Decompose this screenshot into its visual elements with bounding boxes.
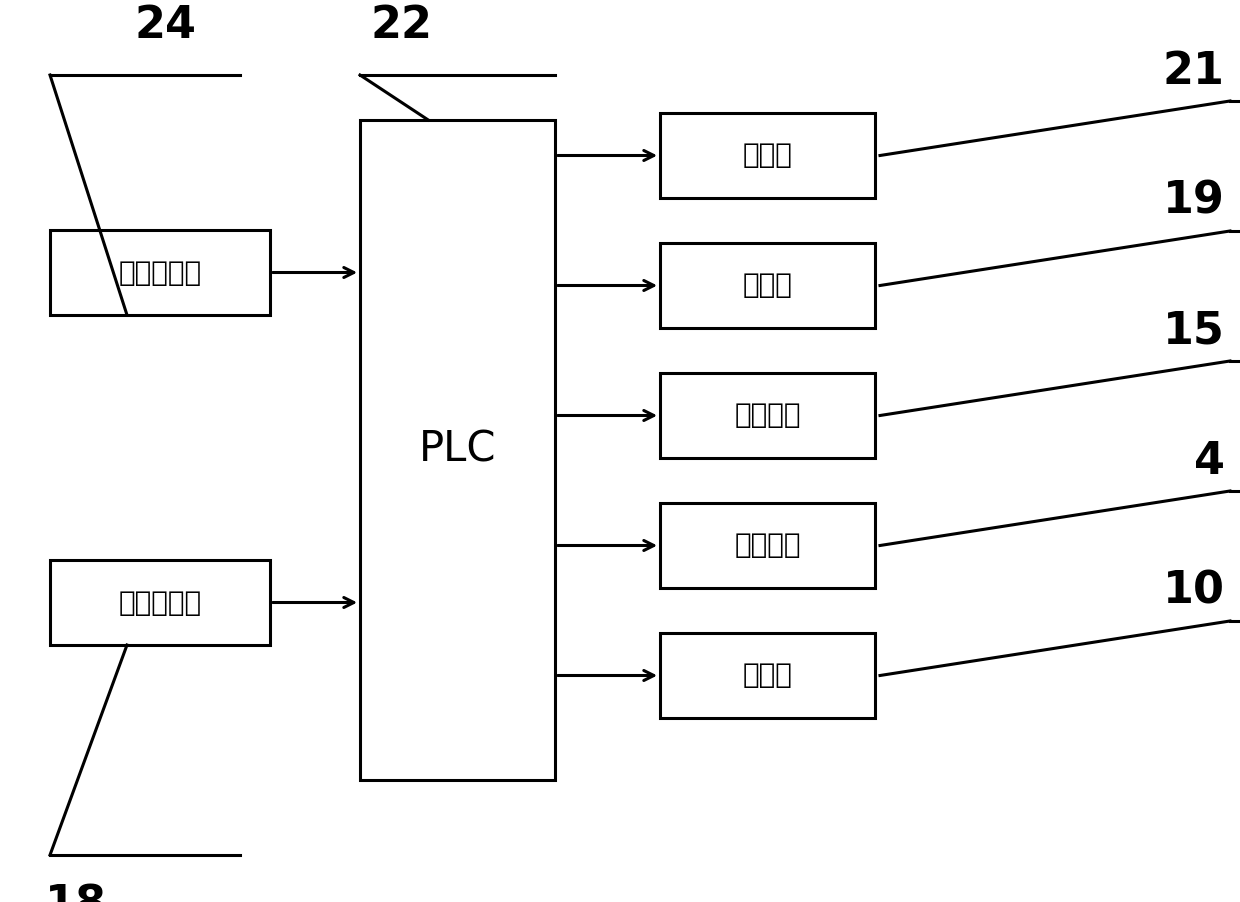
Bar [660,503,875,588]
Text: 电磁阀: 电磁阀 [743,142,792,170]
Bar [360,120,556,780]
Text: 第一电机: 第一电机 [734,531,801,559]
Text: 第一传感器: 第一传感器 [119,588,202,616]
Bar [660,633,875,718]
Text: 22: 22 [370,4,432,47]
Bar [50,230,270,315]
Text: 19: 19 [1163,180,1225,223]
Bar [660,113,875,198]
Text: 15: 15 [1163,310,1225,353]
Text: PLC: PLC [419,429,496,471]
Text: 电磁铁: 电磁铁 [743,272,792,299]
Bar [50,560,270,645]
Text: 第二电机: 第二电机 [734,401,801,429]
Bar [660,243,875,328]
Text: 21: 21 [1163,50,1225,93]
Text: 液压缸: 液压缸 [743,661,792,689]
Text: 10: 10 [1163,570,1225,613]
Text: 18: 18 [45,883,107,902]
Bar [660,373,875,458]
Text: 第二传感器: 第二传感器 [119,259,202,287]
Text: 24: 24 [135,4,197,47]
Text: 4: 4 [1194,440,1225,483]
